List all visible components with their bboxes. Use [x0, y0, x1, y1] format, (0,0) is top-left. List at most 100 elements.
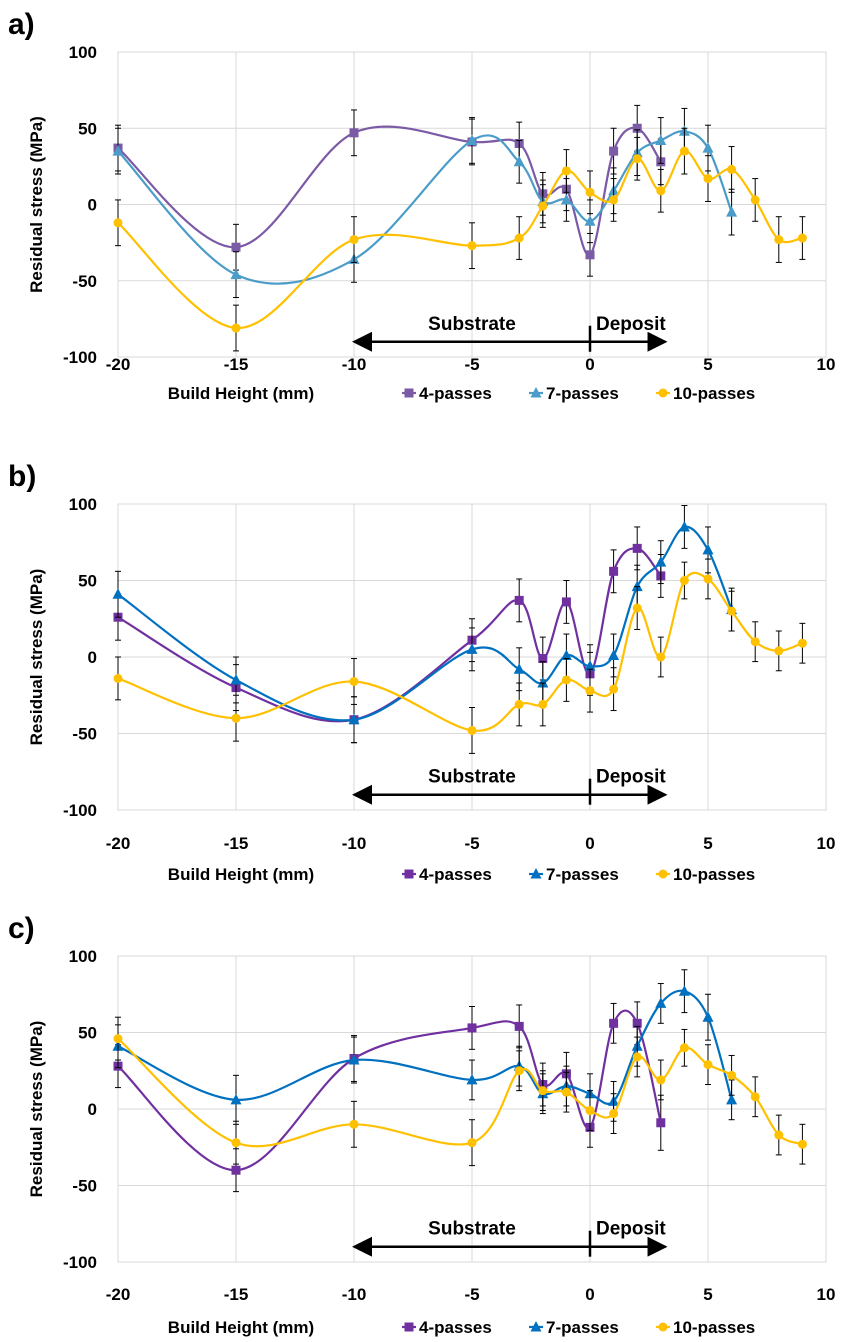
data-point — [231, 713, 241, 723]
data-point — [514, 595, 524, 605]
data-point — [656, 1075, 666, 1085]
data-point — [466, 643, 478, 654]
data-point — [750, 1092, 760, 1102]
y-tick-label: 0 — [88, 648, 97, 667]
series-line — [117, 125, 662, 256]
legend-item-7-passes: 7-passes — [529, 1318, 619, 1337]
data-point — [467, 241, 477, 251]
x-tick-label: -5 — [464, 355, 479, 374]
data-point — [230, 268, 242, 280]
x-tick-label: -10 — [342, 355, 367, 374]
data-point — [609, 1109, 619, 1119]
data-point — [679, 146, 689, 156]
deposit-label: Deposit — [596, 314, 666, 335]
data-point — [537, 677, 549, 688]
data-point — [727, 606, 737, 616]
data-point — [231, 323, 241, 333]
data-point — [797, 638, 807, 648]
y-tick-label: -50 — [72, 725, 97, 744]
legend-item-4-passes: 4-passes — [402, 865, 492, 884]
series-line — [117, 525, 733, 722]
data-point — [702, 1011, 714, 1022]
legend-item-4-passes: 4-passes — [402, 1318, 492, 1337]
legend-marker — [404, 869, 414, 879]
legend-item-10-passes: 10-passes — [656, 865, 755, 884]
y-tick-label: 0 — [88, 196, 97, 215]
x-tick-label: -15 — [224, 1285, 249, 1304]
legend-label: 7-passes — [546, 384, 619, 403]
series-line — [117, 547, 662, 723]
data-point — [561, 675, 571, 685]
x-tick-label: 10 — [817, 834, 836, 853]
data-point — [656, 1118, 666, 1128]
data-point — [608, 649, 620, 660]
data-point — [656, 186, 666, 196]
legend-item-7-passes: 7-passes — [529, 384, 619, 403]
x-tick-label: 5 — [703, 834, 712, 853]
data-point — [609, 684, 619, 694]
data-point — [703, 574, 713, 584]
x-tick-label: -20 — [106, 355, 131, 374]
data-point — [467, 1138, 477, 1148]
data-point — [561, 166, 571, 176]
data-point — [774, 646, 784, 656]
data-point — [466, 134, 478, 145]
x-tick-label: 0 — [585, 355, 594, 374]
x-tick-label: -20 — [106, 834, 131, 853]
data-point — [702, 543, 714, 555]
legend-item-4-passes: 4-passes — [402, 384, 492, 403]
data-point — [585, 187, 595, 197]
series-7-passes — [112, 107, 738, 299]
data-point — [349, 235, 359, 245]
series-10-passes — [113, 558, 807, 754]
data-point — [513, 663, 525, 674]
data-point — [679, 1043, 689, 1053]
data-point — [727, 164, 737, 174]
y-tick-label: 50 — [78, 1024, 97, 1043]
data-point — [702, 142, 714, 153]
data-point — [726, 206, 738, 217]
x-tick-label: -5 — [464, 834, 479, 853]
data-point — [514, 1066, 524, 1076]
data-point — [774, 235, 784, 245]
y-axis-title: Residual stress (MPa) — [27, 1021, 46, 1198]
panel-label: b) — [8, 460, 36, 493]
panel-label: c) — [8, 912, 35, 945]
data-point — [727, 1070, 737, 1080]
data-point — [656, 652, 666, 662]
data-point — [632, 1018, 642, 1028]
x-axis-title: Build Height (mm) — [168, 865, 314, 884]
legend-marker — [658, 1322, 668, 1332]
data-point — [609, 1018, 619, 1028]
y-tick-label: -100 — [63, 348, 97, 367]
data-point — [609, 195, 619, 205]
legend-marker — [404, 1322, 414, 1332]
deposit-label: Deposit — [596, 767, 666, 788]
x-tick-label: 0 — [585, 1285, 594, 1304]
legend-label: 10-passes — [673, 865, 755, 884]
data-point — [655, 134, 667, 145]
data-point — [585, 1106, 595, 1116]
data-point — [679, 576, 689, 585]
series-line — [117, 130, 733, 285]
x-tick-label: 5 — [703, 355, 712, 374]
series-line — [117, 571, 803, 732]
data-point — [513, 155, 525, 167]
data-point — [349, 128, 359, 138]
data-point — [726, 1093, 738, 1105]
data-point — [561, 1087, 571, 1097]
legend-marker — [530, 1321, 542, 1332]
data-point — [349, 1119, 359, 1129]
legend-marker — [658, 869, 668, 879]
panel-label: a) — [8, 8, 35, 41]
data-point — [561, 597, 571, 607]
data-point — [113, 1034, 123, 1044]
legend-marker — [530, 868, 542, 879]
series-10-passes — [113, 127, 807, 352]
series-7-passes — [112, 505, 738, 744]
data-point — [538, 699, 548, 709]
x-tick-label: -15 — [224, 834, 249, 853]
y-tick-label: 100 — [69, 495, 97, 514]
x-axis-title: Build Height (mm) — [168, 1318, 314, 1337]
data-point — [678, 520, 690, 532]
